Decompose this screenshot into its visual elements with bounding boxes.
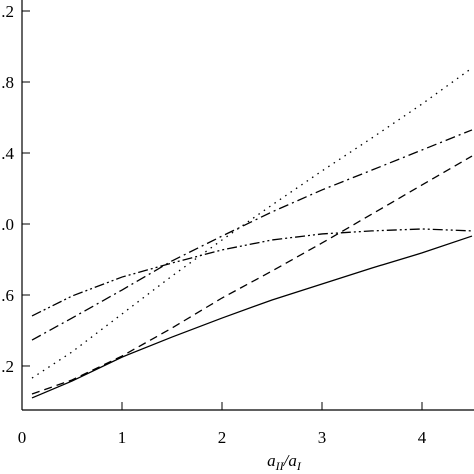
y-tick-label: .2: [1, 2, 14, 21]
series-line: [31, 228, 473, 317]
x-tick-label: 2: [218, 428, 227, 447]
x-label-part: I: [296, 459, 302, 473]
series-line: [31, 235, 473, 399]
y-tick-label: .0: [1, 215, 14, 234]
series-line: [31, 155, 473, 395]
x-axis-label: aII/aI: [267, 451, 302, 473]
x-label-part: II: [275, 459, 285, 473]
x-label-part: a: [267, 451, 276, 470]
series-line: [31, 67, 473, 379]
x-tick-label: 0: [18, 428, 27, 447]
y-tick-label: .8: [1, 73, 14, 92]
y-tick-label: .4: [1, 144, 14, 163]
y-tick-label: .6: [1, 286, 14, 305]
x-tick-label: 1: [118, 428, 127, 447]
x-label-part: /a: [283, 451, 297, 470]
series-line: [31, 129, 473, 341]
y-tick-label: .2: [1, 357, 14, 376]
x-tick-label: 4: [418, 428, 427, 447]
x-tick-label: 3: [318, 428, 327, 447]
